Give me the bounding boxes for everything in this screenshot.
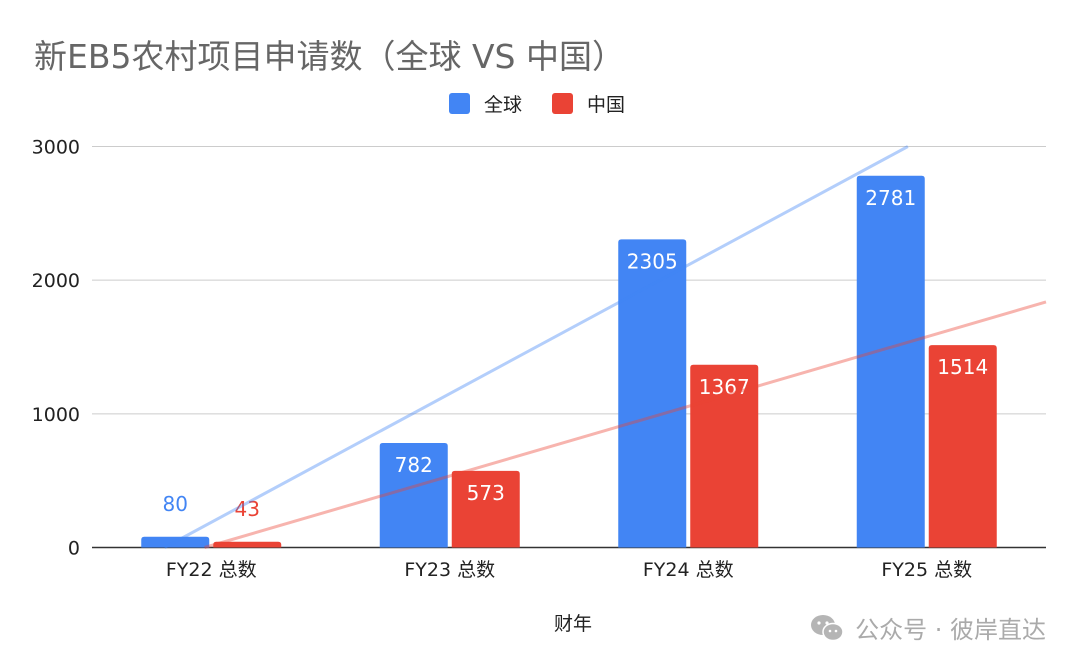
data-label: 2305: [627, 249, 678, 273]
trendline: [204, 300, 1047, 549]
trendline: [163, 145, 909, 549]
bar: [213, 541, 282, 548]
legend-item-china: 中国: [552, 90, 625, 117]
wechat-icon: [811, 614, 844, 641]
data-label: 1514: [937, 355, 988, 379]
y-tick-label: 0: [68, 538, 80, 560]
legend: 全球 中国: [449, 90, 625, 117]
data-label: 573: [467, 481, 505, 505]
data-label: 2781: [865, 186, 916, 210]
y-tick-label: 2000: [32, 270, 80, 292]
legend-swatch-global: [449, 93, 470, 114]
y-tick-label: 1000: [32, 404, 80, 426]
x-tick-label: FY24 总数: [643, 559, 734, 581]
bar: [928, 345, 997, 548]
data-label: 1367: [699, 375, 750, 399]
watermark: 公众号 · 彼岸直达: [809, 610, 1046, 645]
bar: [690, 364, 759, 548]
bar: [856, 175, 925, 548]
x-tick-label: FY25 总数: [881, 559, 972, 581]
chart-title: 新EB5农村项目申请数（全球 VS 中国）: [34, 37, 625, 76]
y-tick-label: 3000: [32, 137, 80, 159]
legend-label-china: 中国: [587, 94, 626, 116]
bar: [451, 470, 520, 548]
bar: [141, 536, 210, 548]
bar: [379, 442, 448, 548]
data-label: 80: [163, 492, 188, 516]
watermark-text: 公众号 · 彼岸直达: [855, 616, 1046, 644]
data-label: 782: [395, 453, 433, 477]
legend-label-global: 全球: [484, 94, 523, 116]
legend-swatch-china: [552, 93, 574, 114]
bar: [618, 239, 687, 548]
x-tick-label: FY23 总数: [404, 559, 495, 581]
data-label: 43: [235, 497, 260, 521]
x-axis-title: 财年: [554, 613, 592, 635]
x-tick-label: FY22 总数: [166, 559, 257, 581]
legend-item-global: 全球: [449, 90, 522, 117]
